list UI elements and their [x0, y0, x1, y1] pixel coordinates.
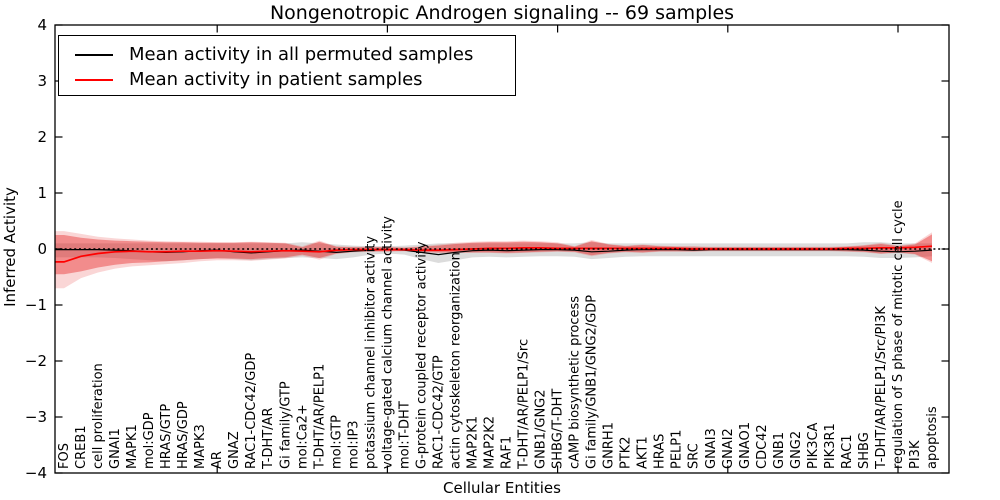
x-tick-label: HRAS/GTP: [159, 404, 174, 469]
x-tick-label: T-DHT/AR/PELP1/Src: [517, 339, 532, 470]
x-tick-label: GNAI1: [108, 428, 123, 469]
x-tick-label: GNAO1: [738, 422, 753, 469]
x-tick-label: G-protein coupled receptor activity: [414, 241, 429, 469]
x-tick-label: Gi family/GNB1/GNG2/GDP: [585, 295, 600, 469]
x-tick-label: GNAZ: [227, 431, 242, 469]
y-tick-label: 0: [37, 240, 47, 258]
x-tick-label: PIK3R1: [823, 423, 838, 469]
x-tick-label: apoptosis: [925, 406, 940, 469]
x-tick-label: MAP2K1: [466, 416, 481, 469]
legend-label-permuted: Mean activity in all permuted samples: [129, 44, 474, 65]
axes-frame: [54, 24, 950, 474]
x-tick-label: GNAI2: [721, 428, 736, 469]
x-tick-label: AKT1: [636, 436, 651, 469]
x-tick-label: HRAS: [653, 434, 668, 469]
legend: Mean activity in all permuted samples Me…: [58, 35, 516, 96]
y-tick-label: 2: [37, 128, 47, 146]
x-tick-label: potassium channel inhibitor activity: [363, 236, 378, 469]
x-tick-label: MAPK1: [125, 424, 140, 469]
x-tick-label: mol:GDP: [142, 412, 157, 469]
x-tick-label: mol:GTP: [329, 415, 344, 469]
legend-label-patient: Mean activity in patient samples: [129, 69, 423, 90]
legend-item-patient: Mean activity in patient samples: [59, 67, 515, 92]
y-tick-label: −4: [25, 464, 47, 482]
y-tick-label: −2: [25, 352, 47, 370]
x-axis-label: Cellular Entities: [443, 479, 561, 497]
x-tick-label: regulation of S phase of mitotic cell cy…: [891, 200, 906, 469]
y-tick-label: 4: [37, 16, 47, 34]
x-tick-label: RAC1-CDC42/GTP: [431, 355, 446, 469]
y-tick-label: 3: [37, 72, 47, 90]
y-tick-label: −3: [25, 408, 47, 426]
x-tick-label: T-DHT/AR: [261, 408, 276, 470]
x-tick-label: HRAS/GDP: [176, 401, 191, 469]
x-tick-label: mol:IP3: [346, 420, 361, 469]
black-line-icon: [75, 53, 113, 56]
legend-item-permuted: Mean activity in all permuted samples: [59, 42, 515, 67]
x-tick-label: cAMP biosynthetic process: [568, 296, 583, 469]
x-tick-label: PELP1: [670, 430, 685, 469]
x-tick-label: CREB1: [74, 425, 89, 469]
band-patient-samples-range-inner: [55, 234, 932, 275]
band-patient-samples-range-outer: [55, 231, 932, 289]
x-tick-label: CDC42: [755, 424, 770, 469]
x-tick-label: cell proliferation: [91, 363, 106, 469]
x-tick-label: GNG2: [789, 431, 804, 469]
x-tick-label: Gi family/GTP: [278, 381, 293, 469]
x-tick-label: SRC: [687, 443, 702, 469]
band-permuted-samples-range: [55, 242, 932, 263]
x-tick-label: GNAI3: [704, 428, 719, 469]
x-tick-label: FOS: [57, 443, 72, 469]
y-axis-label: Inferred Activity: [1, 187, 19, 307]
x-tick-label: PIK3CA: [806, 422, 821, 469]
red-line-icon: [75, 78, 113, 81]
y-tick-label: 1: [37, 184, 47, 202]
x-tick-label: RAC1: [840, 434, 855, 469]
x-tick-label: MAP2K2: [483, 416, 498, 469]
x-tick-label: GNB1/GNG2: [534, 389, 549, 469]
x-tick-label: MAPK3: [193, 424, 208, 469]
patient-mean-line: [55, 245, 933, 263]
x-tick-label: PI3K: [908, 440, 923, 469]
x-tick-label: mol:Ca2+: [295, 404, 310, 469]
x-tick-label: AR: [210, 451, 225, 469]
x-tick-label: GNB1: [772, 432, 787, 469]
x-tick-label: actin cytoskeleton reorganization: [449, 252, 464, 469]
x-tick-label: mol:T-DHT: [397, 401, 412, 469]
x-tick-label: SHBG/T-DHT: [551, 389, 566, 469]
y-tick-label: −1: [25, 296, 47, 314]
x-tick-label: RAC1-CDC42/GDP: [244, 353, 259, 469]
x-tick-label: T-DHT/AR/PELP1: [312, 364, 327, 470]
x-tick-label: T-DHT/AR/PELP1/Src/PI3K: [874, 306, 889, 470]
x-tick-label: SHBG: [857, 432, 872, 469]
chart-title: Nongenotropic Androgen signaling -- 69 s…: [269, 2, 735, 24]
x-tick-label: RAF1: [500, 436, 515, 469]
x-tick-label: GNRH1: [602, 422, 617, 469]
x-tick-label: PTK2: [619, 436, 634, 469]
x-tick-label: voltage-gated calcium channel activity: [380, 216, 395, 469]
